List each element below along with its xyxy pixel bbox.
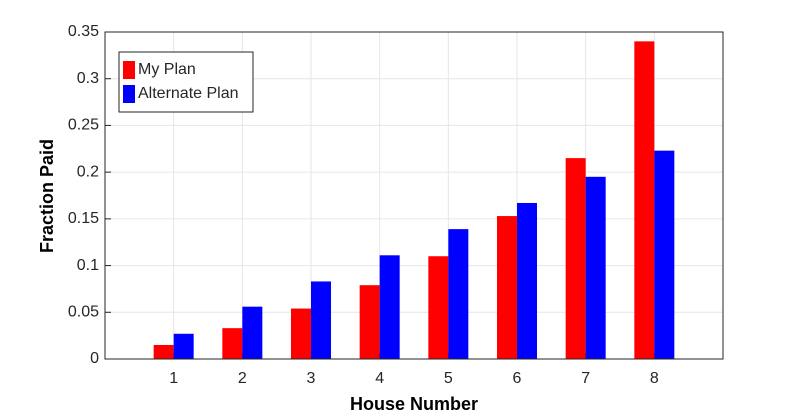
x-tick-label: 2 bbox=[238, 370, 247, 387]
bar bbox=[565, 158, 586, 359]
bar bbox=[585, 176, 606, 359]
y-axis-label: Fraction Paid bbox=[37, 139, 57, 253]
y-tick-label: 0.25 bbox=[68, 117, 99, 134]
y-tick-label: 0.2 bbox=[77, 163, 99, 180]
bar bbox=[379, 255, 400, 359]
x-axis-label: House Number bbox=[350, 394, 478, 414]
y-tick-label: 0.3 bbox=[77, 70, 99, 87]
bar bbox=[654, 150, 675, 359]
legend-label: My Plan bbox=[138, 61, 196, 78]
bar bbox=[497, 216, 517, 359]
bar bbox=[517, 202, 537, 359]
x-tick-label: 7 bbox=[581, 370, 590, 387]
legend-box bbox=[118, 51, 254, 113]
x-tick-label: 5 bbox=[444, 370, 453, 387]
x-tick-label: 1 bbox=[169, 370, 178, 387]
y-tick-label: 0 bbox=[90, 350, 99, 367]
bar bbox=[634, 41, 655, 359]
bar bbox=[359, 285, 380, 359]
x-tick-label: 8 bbox=[650, 370, 659, 387]
bar bbox=[428, 256, 449, 359]
plot-box bbox=[104, 31, 724, 360]
bar bbox=[222, 328, 243, 359]
bar bbox=[291, 308, 311, 359]
legend-swatch bbox=[123, 61, 135, 79]
bar bbox=[242, 306, 263, 359]
y-tick-label: 0.1 bbox=[77, 257, 99, 274]
y-tick-label: 0.05 bbox=[68, 304, 99, 321]
bar bbox=[153, 344, 174, 359]
x-tick-label: 4 bbox=[375, 370, 384, 387]
x-tick-label: 6 bbox=[513, 370, 522, 387]
bar bbox=[173, 333, 194, 359]
y-tick-label: 0.35 bbox=[68, 23, 99, 40]
y-tick-label: 0.15 bbox=[68, 210, 99, 227]
legend-swatch bbox=[123, 85, 135, 103]
x-tick-label: 3 bbox=[307, 370, 316, 387]
legend-label: Alternate Plan bbox=[138, 85, 239, 102]
bar bbox=[311, 281, 331, 359]
bar bbox=[448, 229, 469, 359]
